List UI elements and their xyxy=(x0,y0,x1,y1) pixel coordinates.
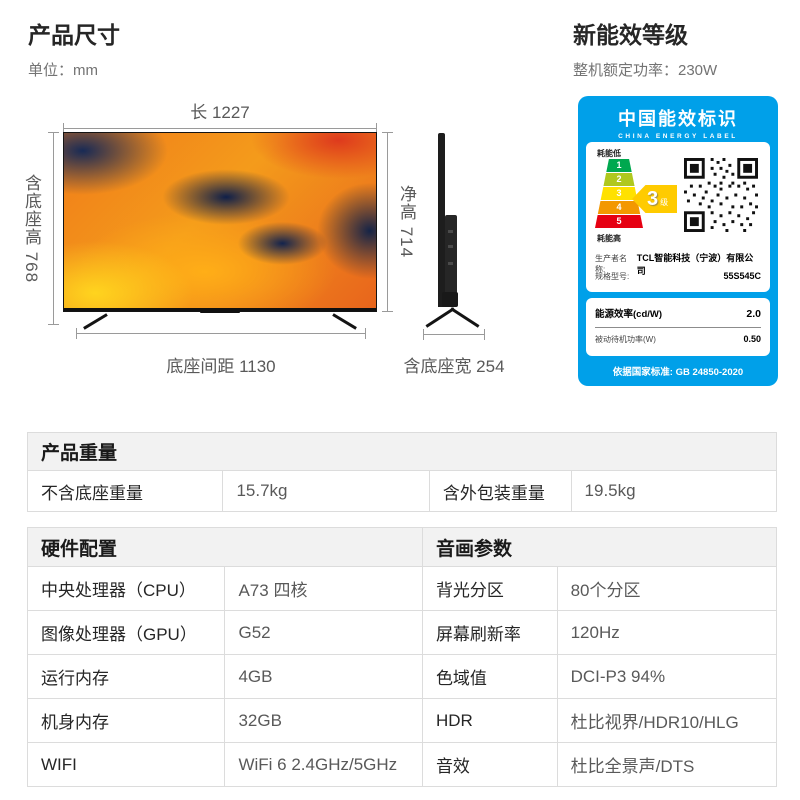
low-consumption-label: 耗能低 xyxy=(597,149,621,158)
model-value: 55S545C xyxy=(723,271,761,281)
energy-label-title: 中国能效标识 xyxy=(618,109,738,129)
tv-side-view-back xyxy=(445,215,457,295)
dimension-line-height-with-base xyxy=(48,132,59,325)
china-energy-label: 中国能效标识 CHINA ENERGY LABEL 耗能低 1 2 3 4 5 … xyxy=(578,96,778,386)
dimension-label-net-height: 净高 714 xyxy=(397,185,416,259)
producer-row: 生产者名称: TCL智能科技（宁波）有限公司 xyxy=(595,251,761,277)
efficiency-label: 能源效率(cd/W) xyxy=(595,309,663,320)
standby-value: 0.50 xyxy=(743,334,761,344)
energy-pyramid: 1 2 3 4 5 xyxy=(595,159,643,228)
dimension-label-length: 长 1227 xyxy=(190,103,250,122)
spec-value-cell: 杜比视界/HDR10/HLG xyxy=(570,713,739,732)
energy-grade-value: 3 xyxy=(646,187,659,210)
standby-label: 被动待机功率(W) xyxy=(595,335,656,344)
dimension-line-depth-with-base xyxy=(423,329,485,340)
weight-value-cell: 19.5kg xyxy=(584,481,636,500)
weight-table: 产品重量 不含底座重量 15.7kg 含外包装重量 19.5kg xyxy=(27,432,777,512)
tv-center-stand-mount xyxy=(200,308,240,313)
dimension-label-base-distance: 底座间距 1130 xyxy=(166,357,276,376)
national-standard-label: 依据国家标准: GB 24850-2020 xyxy=(612,367,744,378)
spec-value-cell: DCI-P3 94% xyxy=(570,666,666,686)
table-row: 中央处理器（CPU） A73 四核 背光分区 80个分区 xyxy=(28,567,776,611)
table-row: 运行内存 4GB 色域值 DCI-P3 94% xyxy=(28,655,776,699)
spec-table-title-hardware: 硬件配置 xyxy=(28,528,423,566)
spec-label-cell: 中央处理器（CPU） xyxy=(28,567,226,610)
energy-label-metrics-box: 能源效率(cd/W) 2.0 被动待机功率(W) 0.50 xyxy=(586,298,770,356)
grade-bar-5: 5 xyxy=(595,215,643,228)
spec-label-cell: 图像处理器（GPU） xyxy=(28,611,226,654)
dimension-line-net-height xyxy=(382,132,393,312)
energy-label-subtitle: CHINA ENERGY LABEL xyxy=(618,133,738,140)
spec-label-cell: 屏幕刷新率 xyxy=(423,611,558,654)
table-row: WIFI WiFi 6 2.4GHz/5GHz 音效 杜比全景声/DTS xyxy=(28,743,776,786)
dimension-label-depth-with-base: 含底座宽 254 xyxy=(403,357,505,376)
spec-label-cell: 音效 xyxy=(423,743,558,786)
grade-bar-4: 4 xyxy=(595,201,643,214)
tv-right-foot xyxy=(332,313,357,330)
page-title-energy: 新能效等级 xyxy=(573,22,688,48)
spec-table: 硬件配置 音画参数 中央处理器（CPU） A73 四核 背光分区 80个分区 图… xyxy=(27,527,777,787)
spec-value-cell: 80个分区 xyxy=(570,581,641,600)
energy-label-grade-box: 耗能低 1 2 3 4 5 耗能高 3 级 xyxy=(586,142,770,292)
tv-side-view-panel xyxy=(438,133,445,307)
spec-label-cell: WIFI xyxy=(28,743,226,786)
weight-value-cell: 15.7kg xyxy=(223,471,430,511)
spec-label-cell: 色域值 xyxy=(423,655,558,698)
spec-value-cell: 120Hz xyxy=(570,622,620,642)
spec-value-cell: WiFi 6 2.4GHz/5GHz xyxy=(225,743,423,786)
spec-label-cell: 机身内存 xyxy=(28,699,226,742)
metrics-divider xyxy=(595,327,761,328)
spec-table-header: 硬件配置 音画参数 xyxy=(28,528,776,567)
efficiency-value: 2.0 xyxy=(746,308,761,320)
energy-grade-suffix: 级 xyxy=(660,197,669,207)
producer-label: 生产者名称: xyxy=(595,254,627,274)
grade-bar-3: 3 xyxy=(595,187,643,200)
weight-table-title: 产品重量 xyxy=(41,443,118,464)
tv-side-port xyxy=(448,262,453,265)
standby-row: 被动待机功率(W) 0.50 xyxy=(595,334,761,345)
tv-side-view-base xyxy=(442,292,458,307)
spec-label-cell: 运行内存 xyxy=(28,655,226,698)
spec-value-cell: 4GB xyxy=(225,655,423,698)
page-title-dimensions: 产品尺寸 xyxy=(28,22,120,48)
producer-value: TCL智能科技（宁波）有限公司 xyxy=(636,253,754,276)
model-row: 规格型号: 55S545C xyxy=(595,271,761,282)
qr-code xyxy=(684,158,758,232)
efficiency-row: 能源效率(cd/W) 2.0 xyxy=(595,306,761,320)
spec-value-cell: 32GB xyxy=(225,699,423,742)
weight-table-header: 产品重量 xyxy=(28,433,776,471)
table-row: 机身内存 32GB HDR 杜比视界/HDR10/HLG xyxy=(28,699,776,743)
high-consumption-label: 耗能高 xyxy=(597,234,621,243)
spec-label-cell: HDR xyxy=(423,699,558,742)
grade-bar-1: 1 xyxy=(595,159,643,172)
tv-side-port xyxy=(448,245,453,248)
model-label: 规格型号: xyxy=(595,272,630,281)
tv-side-foot-back xyxy=(450,307,480,328)
grade-bar-2: 2 xyxy=(595,173,643,186)
tv-left-foot xyxy=(83,313,108,330)
dimension-line-length xyxy=(63,123,377,134)
dimension-label-height-with-base: 含底座高 768 xyxy=(22,173,41,284)
unit-label: 单位：mm xyxy=(28,62,98,79)
weight-label-cell: 不含底座重量 xyxy=(28,471,224,511)
spec-table-title-av: 音画参数 xyxy=(435,538,512,560)
tv-side-port xyxy=(448,230,453,233)
rated-power-label: 整机额定功率：230W xyxy=(573,62,718,79)
spec-value-cell: G52 xyxy=(225,611,423,654)
spec-value-cell: A73 四核 xyxy=(225,567,423,610)
spec-value-cell: 杜比全景声/DTS xyxy=(570,757,695,776)
dimension-line-base-distance xyxy=(76,328,366,339)
table-row: 不含底座重量 15.7kg 含外包装重量 19.5kg xyxy=(28,471,776,511)
tv-front-view xyxy=(63,132,377,313)
weight-label-cell: 含外包装重量 xyxy=(430,471,572,511)
spec-label-cell: 背光分区 xyxy=(423,567,558,610)
table-row: 图像处理器（GPU） G52 屏幕刷新率 120Hz xyxy=(28,611,776,655)
